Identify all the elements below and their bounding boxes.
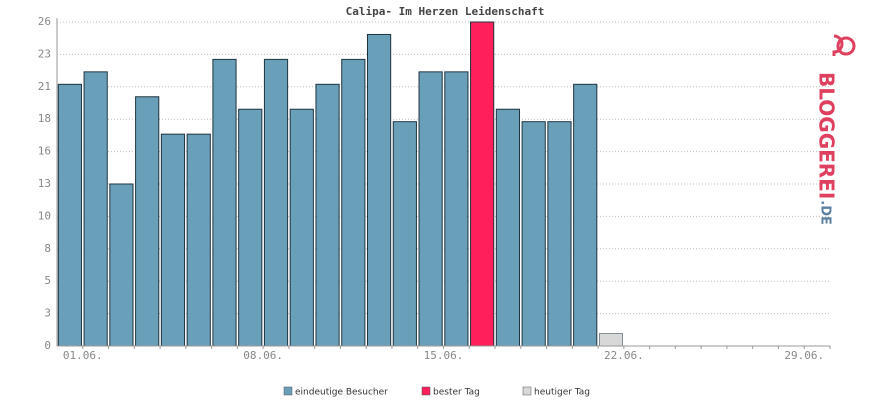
- bar: [366, 33, 392, 347]
- bar: [186, 133, 211, 347]
- bar: [470, 21, 495, 347]
- y-tick-label: 18: [38, 112, 51, 125]
- bar: [160, 133, 186, 347]
- logo-text: BLOGGEREI: [815, 72, 839, 199]
- logo: BLOGGEREI.DE: [815, 72, 839, 225]
- bar: [341, 58, 366, 347]
- legend-swatch: [522, 386, 532, 396]
- y-tick-label: 0: [44, 339, 51, 352]
- chart-title: Calipa- Im Herzen Leidenschaft: [346, 5, 545, 18]
- y-tick-label: 21: [38, 80, 51, 93]
- legend-label: eindeutige Besucher: [295, 388, 388, 398]
- y-tick-label: 8: [44, 242, 51, 255]
- bar: [444, 71, 469, 347]
- y-tick-label: 5: [44, 274, 51, 287]
- bar: [212, 58, 237, 347]
- bar: [238, 108, 263, 347]
- bar: [83, 71, 108, 347]
- legend-swatch: [283, 386, 293, 396]
- legend-label: bester Tag: [433, 388, 480, 398]
- legend-swatch: [421, 386, 431, 396]
- y-tick-label: 26: [38, 15, 51, 28]
- bar: [547, 121, 572, 347]
- bar: [57, 83, 82, 347]
- y-tick-label: 3: [44, 307, 51, 320]
- bar: [392, 121, 417, 347]
- y-tick-label: 10: [38, 209, 51, 222]
- bar: [495, 108, 521, 347]
- bar: [418, 71, 443, 347]
- y-tick-label: 13: [38, 177, 51, 190]
- y-tick-label: 23: [38, 47, 51, 60]
- logo-suffix: .DE: [818, 200, 833, 225]
- legend-label: heutiger Tag: [534, 388, 590, 398]
- y-tick-label: 16: [38, 145, 51, 158]
- bar: [573, 83, 598, 347]
- x-tick-label: 15.06.: [424, 349, 464, 362]
- bar: [315, 83, 340, 347]
- logo-icon: [832, 34, 856, 56]
- bar: [109, 183, 134, 347]
- bar: [521, 121, 546, 347]
- x-tick-label: 08.06.: [243, 349, 283, 362]
- x-tick-label: 01.06.: [63, 349, 103, 362]
- bar: [599, 333, 623, 347]
- bar: [289, 108, 314, 347]
- x-tick-label: 22.06.: [604, 349, 644, 362]
- x-tick-label: 29.06.: [784, 349, 824, 362]
- bar: [263, 58, 289, 347]
- bar: [135, 96, 160, 347]
